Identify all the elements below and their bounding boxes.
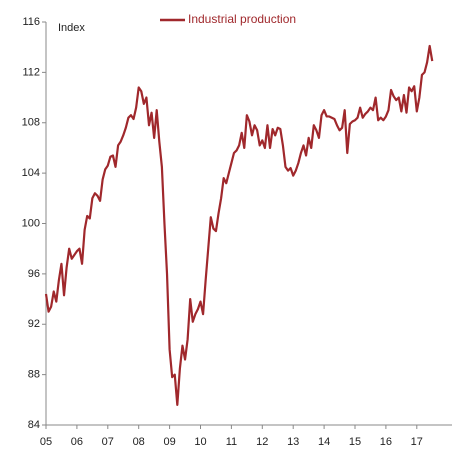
x-tick-label: 11 [226, 436, 237, 448]
x-tick-label: 16 [380, 436, 392, 448]
x-tick-label: 13 [287, 436, 299, 448]
y-tick-label: 116 [22, 16, 40, 28]
y-tick-label: 96 [28, 268, 40, 280]
y-tick-label: 88 [28, 369, 40, 381]
y-tick-label: 104 [22, 167, 40, 179]
y-tick-label: 100 [22, 217, 40, 229]
x-tick-label: 05 [40, 436, 52, 448]
x-tick-label: 06 [71, 436, 83, 448]
data-line [44, 44, 434, 406]
x-tick-label: 12 [256, 436, 268, 448]
x-tick-label: 08 [133, 436, 145, 448]
y-tick-label: 92 [28, 318, 40, 330]
y-tick-label: 84 [28, 419, 40, 431]
legend-label: Industrial production [188, 12, 296, 26]
x-tick-label: 14 [318, 436, 330, 448]
y-tick-label: 108 [22, 117, 40, 129]
x-tick-label: 17 [411, 436, 423, 448]
x-tick-label: 10 [194, 436, 206, 448]
x-tick-label: 07 [102, 436, 114, 448]
y-tick-label: 112 [22, 66, 40, 78]
y-axis-label: Index [58, 22, 85, 34]
x-tick-label: 15 [349, 436, 361, 448]
x-tick-label: 09 [163, 436, 175, 448]
